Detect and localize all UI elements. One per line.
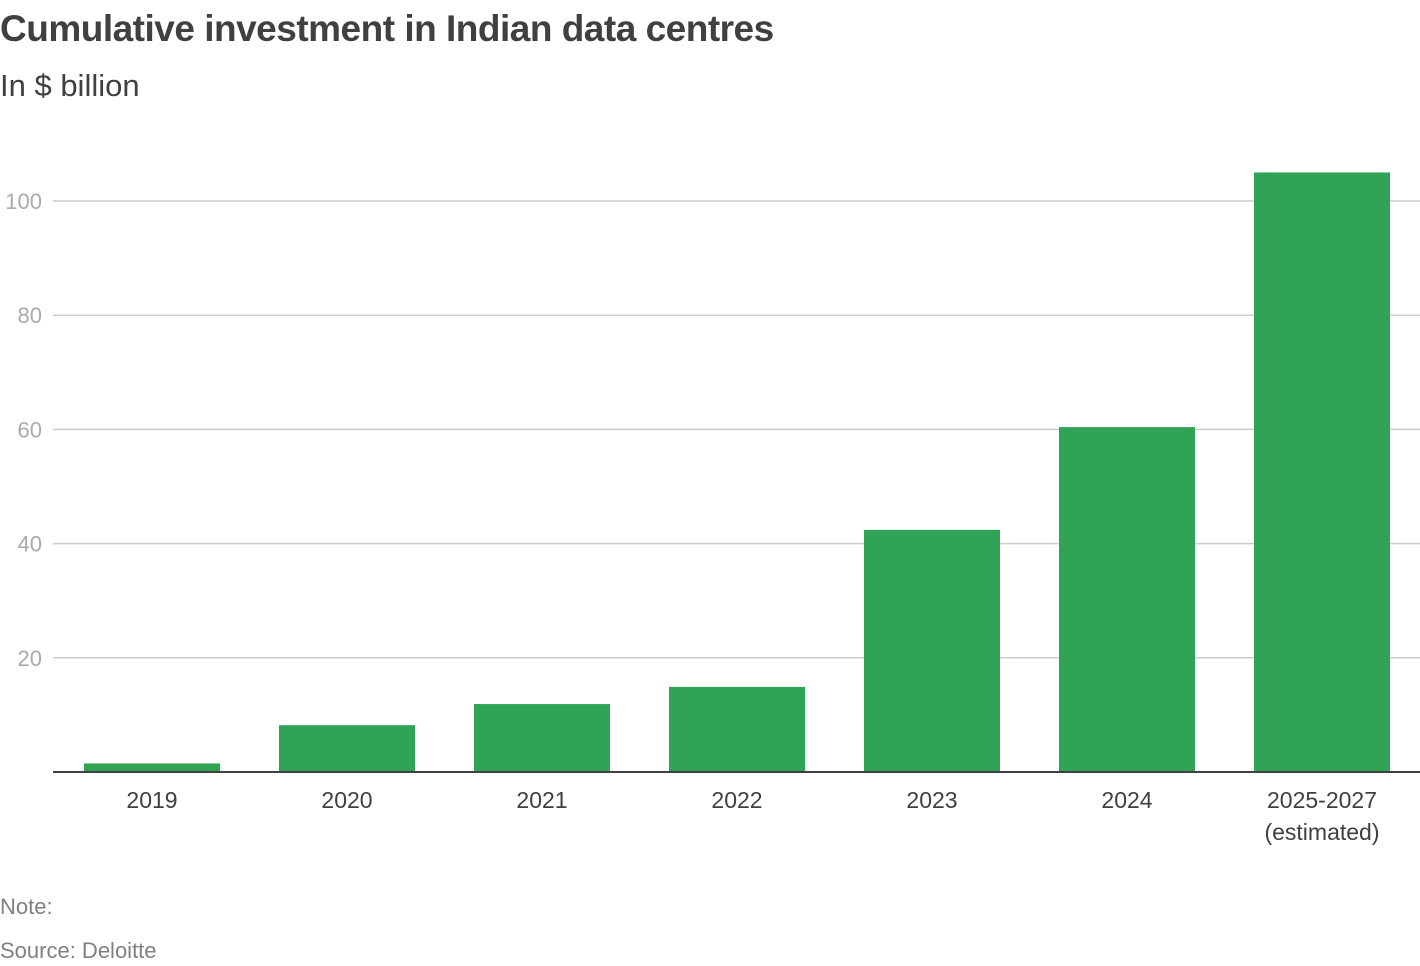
bar — [84, 763, 220, 772]
x-tick-label: 2021 — [516, 787, 567, 813]
bar — [474, 704, 610, 772]
y-tick-label: 40 — [18, 532, 42, 557]
y-tick-label: 80 — [18, 303, 42, 328]
x-tick-label: 2023 — [906, 787, 957, 813]
bar — [1059, 427, 1195, 772]
bar — [279, 725, 415, 772]
x-tick-label: 2024 — [1101, 787, 1152, 813]
chart-title: Cumulative investment in Indian data cen… — [0, 8, 774, 49]
bar — [1254, 172, 1390, 772]
bar — [669, 686, 805, 772]
bar-chart: 20 40 60 80 100 2019 2020 2021 2022 2023 2024 2025… — [5, 172, 1420, 845]
x-tick-labels: 2019 2020 2021 2022 2023 2024 2025-2027 (estima… — [126, 787, 1379, 845]
x-tick-label: (estimated) — [1264, 819, 1379, 845]
chart-subtitle: In $ billion — [0, 68, 140, 103]
y-tick-labels: 20 40 60 80 100 — [5, 189, 42, 671]
y-tick-label: 100 — [5, 189, 42, 214]
chart-source: Source: Deloitte — [0, 938, 157, 963]
chart-note: Note: — [0, 894, 53, 919]
x-tick-label: 2022 — [711, 787, 762, 813]
bar — [864, 529, 1000, 772]
x-tick-label: 2019 — [126, 787, 177, 813]
y-tick-label: 60 — [18, 417, 42, 442]
x-tick-label: 2025-2027 — [1267, 787, 1377, 813]
y-tick-label: 20 — [18, 646, 42, 671]
x-tick-label: 2020 — [321, 787, 372, 813]
gridlines — [53, 200, 1420, 659]
bars — [84, 172, 1390, 772]
